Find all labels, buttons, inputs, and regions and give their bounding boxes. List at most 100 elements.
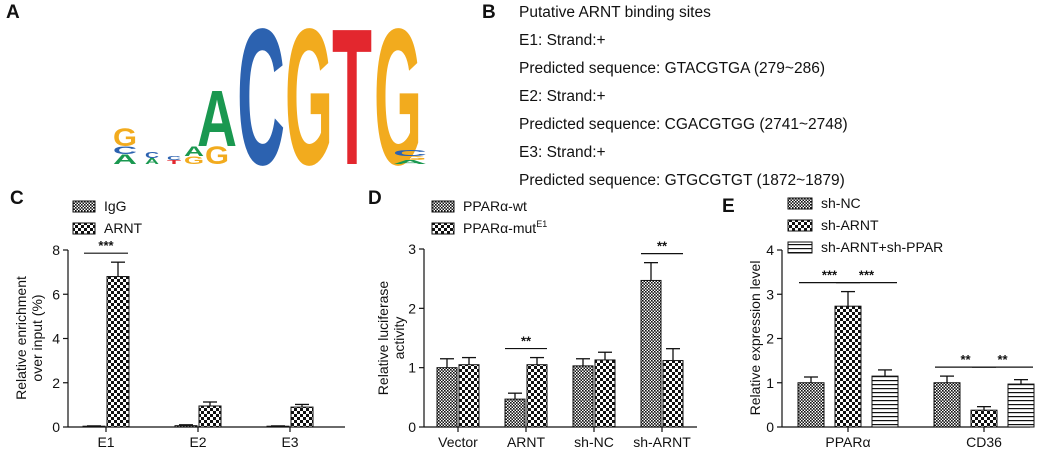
x-tick-label: ARNT xyxy=(507,434,546,450)
logo-small-letter: A xyxy=(145,157,159,166)
y-tick-label: 2 xyxy=(52,375,60,391)
legend-swatch xyxy=(72,222,96,235)
y-tick-label: 1 xyxy=(408,360,416,376)
y-tick-label: 4 xyxy=(52,331,60,347)
x-tick-label: PPARα xyxy=(825,434,870,450)
bar xyxy=(594,359,616,428)
y-tick-label: 0 xyxy=(52,419,60,435)
logo-small-letter: A xyxy=(184,144,204,159)
y-tick-label: 2 xyxy=(408,300,416,316)
bar xyxy=(504,398,526,428)
legend-swatch xyxy=(787,219,813,232)
bar xyxy=(198,405,222,428)
panel-letter-e: E xyxy=(722,196,735,217)
bar xyxy=(933,382,961,428)
y-tick-label: 3 xyxy=(408,241,416,257)
significance-label: *** xyxy=(859,268,875,283)
logo-letter-g: G xyxy=(374,0,422,206)
y-tick-label: 2 xyxy=(766,331,774,347)
x-tick-label: Vector xyxy=(438,434,478,450)
panel-letter-c: C xyxy=(10,188,24,209)
significance-label: *** xyxy=(98,238,114,253)
site-e1-sequence: Predicted sequence: GTACGTGA (279~286) xyxy=(519,60,825,77)
site-e3-strand: E3: Strand:+ xyxy=(519,144,606,161)
bar xyxy=(106,276,130,428)
bar xyxy=(458,364,480,428)
logo-small-letter: T xyxy=(167,159,181,165)
panel-letter-d: D xyxy=(368,188,382,209)
legend-label: sh-ARNT+sh-PPAR xyxy=(821,239,943,255)
x-tick-label: E3 xyxy=(281,434,298,450)
site-e1-strand: E1: Strand:+ xyxy=(519,32,606,49)
legend-swatch xyxy=(431,222,455,235)
chart-c: 0 2 4 6 8 Relative enrichmentover input (%) E1… xyxy=(13,198,345,450)
x-tick-label: E2 xyxy=(189,434,206,450)
legend-label: PPARα-mutE1 xyxy=(463,219,547,236)
y-tick-label: 8 xyxy=(52,242,60,258)
x-tick-label: sh-ARNT xyxy=(633,434,691,450)
logo-small-letter: C xyxy=(167,155,181,161)
bar xyxy=(572,365,594,428)
bar xyxy=(174,425,198,428)
legend-swatch xyxy=(787,241,813,254)
bar xyxy=(526,364,548,428)
significance-label: ** xyxy=(997,352,1008,367)
legend-swatch xyxy=(72,200,96,213)
logo-small-letter: G xyxy=(113,124,137,151)
logo-small-letter: A xyxy=(113,152,137,167)
site-e2-strand: E2: Strand:+ xyxy=(519,88,606,105)
y-tick-label: 4 xyxy=(766,242,774,258)
site-e2-sequence: Predicted sequence: CGACGTGG (2741~2748) xyxy=(519,116,848,133)
logo-small-letter: G xyxy=(184,154,204,166)
legend-label: PPARα-wt xyxy=(463,198,527,214)
legend-label: IgG xyxy=(104,198,127,214)
logo-small-letter: A xyxy=(393,159,427,165)
logo-small-letter: C xyxy=(113,144,137,156)
y-tick-label: 6 xyxy=(52,286,60,302)
legend-swatch xyxy=(431,200,455,213)
bar xyxy=(290,406,314,428)
x-tick-label: sh-NC xyxy=(574,434,614,450)
binding-sites-title: Putative ARNT binding sites xyxy=(519,4,711,21)
significance-label: ** xyxy=(657,239,668,254)
chart-d: 0 1 2 3 Relative luciferaseactivity Vector ARN… xyxy=(375,198,697,450)
logo-small-letter: C xyxy=(145,151,159,160)
y-axis-label: Relative enrichmentover input (%) xyxy=(13,276,45,400)
bar xyxy=(1007,383,1035,428)
bar xyxy=(662,360,684,428)
y-tick-label: 0 xyxy=(766,419,774,435)
y-tick-label: 1 xyxy=(766,375,774,391)
bar xyxy=(871,375,899,428)
x-tick-label: CD36 xyxy=(966,434,1002,450)
bar xyxy=(797,382,825,428)
bar xyxy=(436,367,458,428)
y-tick-label: 0 xyxy=(408,419,416,435)
logo-small-letter: G xyxy=(205,142,229,169)
significance-label: ** xyxy=(521,334,532,349)
logo-letter-g: G xyxy=(285,0,333,206)
legend-label: sh-ARNT xyxy=(821,217,879,233)
bar xyxy=(640,279,662,428)
y-axis-label: Relative expression level xyxy=(747,261,763,416)
logo-small-letter: G xyxy=(393,155,427,161)
logo-letter-a: A xyxy=(197,75,237,164)
legend-swatch xyxy=(787,197,813,210)
logo-letter-t: T xyxy=(332,0,372,206)
significance-label: ** xyxy=(960,352,971,367)
legend-label: ARNT xyxy=(104,220,143,236)
panel-letter-a: A xyxy=(6,2,20,23)
logo-small-letter: C xyxy=(393,149,427,158)
y-tick-label: 3 xyxy=(766,286,774,302)
significance-label: *** xyxy=(822,268,838,283)
panel-letter-b: B xyxy=(482,2,496,23)
logo-letter-c: C xyxy=(237,0,285,206)
y-axis-label: Relative luciferaseactivity xyxy=(375,281,407,396)
site-e3-sequence: Predicted sequence: GTGCGTGT (1872~1879) xyxy=(519,172,845,189)
bar xyxy=(834,305,862,428)
x-tick-label: E1 xyxy=(97,434,114,450)
bar xyxy=(970,409,998,428)
legend-label: sh-NC xyxy=(821,195,861,211)
